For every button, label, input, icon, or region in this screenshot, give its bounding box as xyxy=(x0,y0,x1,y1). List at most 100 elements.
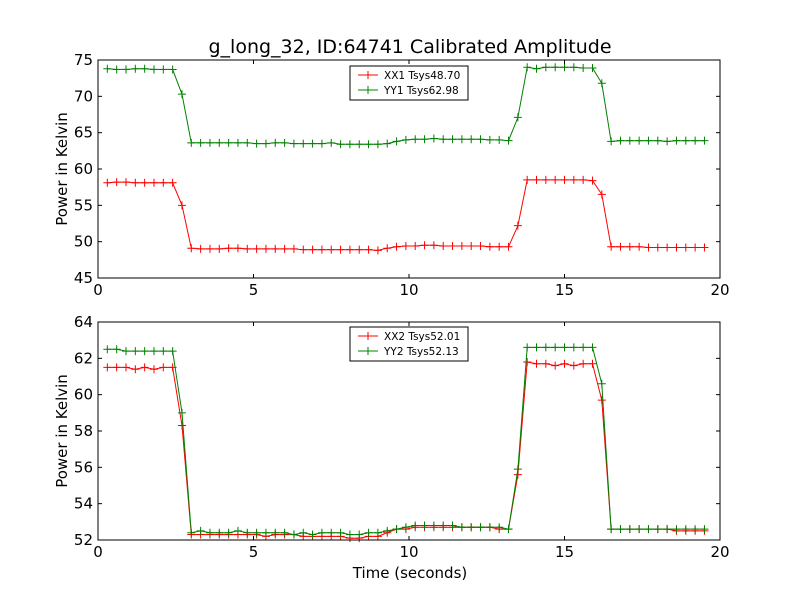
data-point xyxy=(112,345,121,354)
data-point xyxy=(103,64,112,73)
data-point xyxy=(607,242,616,251)
data-point xyxy=(616,136,625,145)
x-tick-label: 20 xyxy=(710,281,729,299)
x-axis-label: Time (seconds) xyxy=(352,564,468,582)
data-point xyxy=(495,523,504,532)
data-point xyxy=(373,246,382,255)
data-point xyxy=(224,244,233,253)
data-point xyxy=(373,140,382,149)
legend-label: YY2 Tsys52.13 xyxy=(383,346,459,358)
data-point xyxy=(159,363,168,372)
y-tick-label: 60 xyxy=(74,386,93,404)
data-point xyxy=(597,79,606,88)
data-point xyxy=(308,245,317,254)
data-point xyxy=(187,528,196,537)
data-point xyxy=(476,135,485,144)
data-point xyxy=(112,65,121,74)
data-point xyxy=(149,65,158,74)
data-point xyxy=(345,245,354,254)
legend-marker xyxy=(364,347,372,355)
y-tick-label: 50 xyxy=(74,233,93,251)
data-point xyxy=(131,347,140,356)
data-point xyxy=(299,528,308,537)
data-point xyxy=(485,523,494,532)
data-point xyxy=(429,521,438,530)
data-point xyxy=(541,63,550,72)
y-tick-label: 45 xyxy=(74,269,93,287)
data-point xyxy=(439,242,448,251)
data-point xyxy=(289,244,298,253)
data-point xyxy=(551,343,560,352)
data-point xyxy=(149,347,158,356)
data-point xyxy=(233,526,242,535)
y-tick-label: 62 xyxy=(74,349,93,367)
data-point xyxy=(336,140,345,149)
data-point xyxy=(392,242,401,251)
data-point xyxy=(523,343,532,352)
data-point xyxy=(588,63,597,72)
data-point xyxy=(429,241,438,250)
data-point xyxy=(215,528,224,537)
data-point xyxy=(261,244,270,253)
data-point xyxy=(168,65,177,74)
data-point xyxy=(681,525,690,534)
data-point xyxy=(131,178,140,187)
data-point xyxy=(485,135,494,144)
legend-marker xyxy=(364,86,372,94)
y-axis-label: Power in Kelvin xyxy=(53,374,71,488)
data-point xyxy=(551,175,560,184)
data-point xyxy=(401,135,410,144)
data-point xyxy=(383,526,392,535)
x-tick-label: 5 xyxy=(249,281,259,299)
data-point xyxy=(196,244,205,253)
legend-box xyxy=(349,65,469,101)
data-point xyxy=(168,347,177,356)
data-point xyxy=(635,525,644,534)
data-point xyxy=(597,190,606,199)
data-point xyxy=(177,201,186,210)
data-point xyxy=(401,523,410,532)
bottom-plot: 0 5 10 15 20 52 54 56 58 60 62 64 XX2 Tsys52.01 YY2 T… xyxy=(53,313,730,582)
data-point xyxy=(439,521,448,530)
data-point xyxy=(579,63,588,72)
y-tick-label: 54 xyxy=(74,495,93,513)
legend-label: XX2 Tsys52.01 xyxy=(384,331,460,343)
data-point xyxy=(271,244,280,253)
legend: XX2 Tsys52.01 YY2 Tsys52.13 xyxy=(349,326,469,362)
data-point xyxy=(625,525,634,534)
data-point xyxy=(616,525,625,534)
data-point xyxy=(420,135,429,144)
chart-title: g_long_32, ID:64741 Calibrated Amplitude xyxy=(208,36,611,58)
data-point xyxy=(149,178,158,187)
data-point xyxy=(355,530,364,539)
data-point xyxy=(597,396,606,405)
data-point xyxy=(569,63,578,72)
legend-label: XX1 Tsys48.70 xyxy=(384,70,460,82)
data-point xyxy=(345,530,354,539)
y-tick-label: 75 xyxy=(74,51,93,69)
data-point xyxy=(635,242,644,251)
data-point xyxy=(457,135,466,144)
data-point xyxy=(588,359,597,368)
data-point xyxy=(663,525,672,534)
data-point xyxy=(327,138,336,147)
data-point xyxy=(299,139,308,148)
data-point xyxy=(541,343,550,352)
data-point xyxy=(261,139,270,148)
x-tick-label: 15 xyxy=(555,281,574,299)
data-point xyxy=(560,175,569,184)
data-point xyxy=(149,365,158,374)
data-point xyxy=(672,243,681,252)
data-point xyxy=(607,525,616,534)
x-tick-label: 10 xyxy=(399,281,418,299)
data-point xyxy=(140,363,149,372)
data-point xyxy=(513,113,522,122)
data-point xyxy=(261,528,270,537)
data-point xyxy=(401,242,410,251)
data-point xyxy=(560,359,569,368)
y-tick-label: 58 xyxy=(74,422,93,440)
data-point xyxy=(532,175,541,184)
data-point xyxy=(252,139,261,148)
data-point xyxy=(448,242,457,251)
data-point xyxy=(383,139,392,148)
